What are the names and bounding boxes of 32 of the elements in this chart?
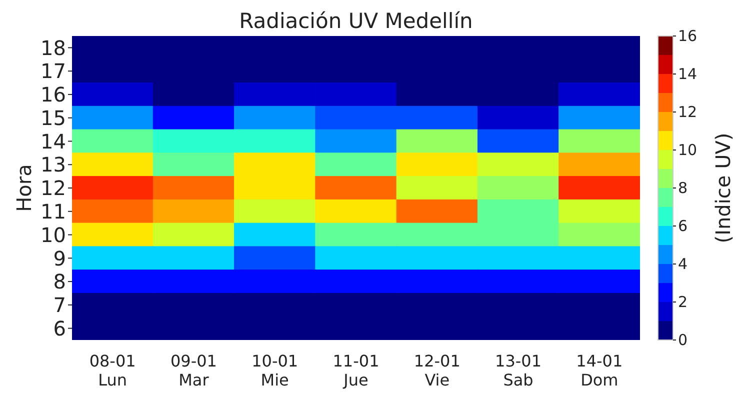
y-tick-label: 9	[53, 246, 66, 270]
x-tick-label: 11-01 Jue	[332, 351, 380, 390]
color-bar-label: 8	[678, 179, 688, 197]
color-bar-label: 6	[678, 217, 688, 235]
x-tick-label: 08-01 Lun	[89, 351, 136, 390]
y-axis-title: Hora	[12, 164, 36, 212]
color-bar-label: 12	[678, 103, 698, 121]
y-tick-label: 11	[40, 199, 66, 224]
y-tick-label: 8	[53, 270, 66, 294]
x-tick-label: 13-01 Sab	[495, 351, 542, 390]
y-tick-label: 18	[40, 36, 66, 60]
x-tick-label: 10-01 Mie	[252, 351, 298, 390]
x-tick-label: 12-01 Vie	[414, 351, 460, 390]
y-tick-label: 14	[40, 129, 66, 154]
color-bar-label: 10	[678, 141, 698, 159]
y-tick-label: 17	[40, 59, 66, 84]
y-tick-label: 13	[40, 152, 66, 177]
color-bar-label: 14	[678, 65, 698, 83]
y-tick-label: 16	[40, 82, 66, 107]
color-bar-title: (Indice UV)	[711, 132, 735, 244]
x-tick-label: 09-01 Mar	[170, 351, 217, 390]
y-tick-label: 6	[53, 316, 66, 340]
y-tick-label: 15	[40, 106, 66, 130]
color-bar-label: 2	[678, 293, 688, 311]
x-tick-label: 14-01 Dom	[576, 351, 623, 390]
y-tick-label: 7	[53, 293, 66, 318]
color-bar-label: 0	[678, 331, 688, 349]
color-bar-label: 16	[678, 27, 698, 45]
y-tick-label: 10	[40, 222, 66, 247]
y-tick-label: 12	[40, 176, 66, 200]
chart-title: Radiación UV Medellín	[238, 8, 474, 34]
color-bar-label: 4	[678, 255, 688, 273]
